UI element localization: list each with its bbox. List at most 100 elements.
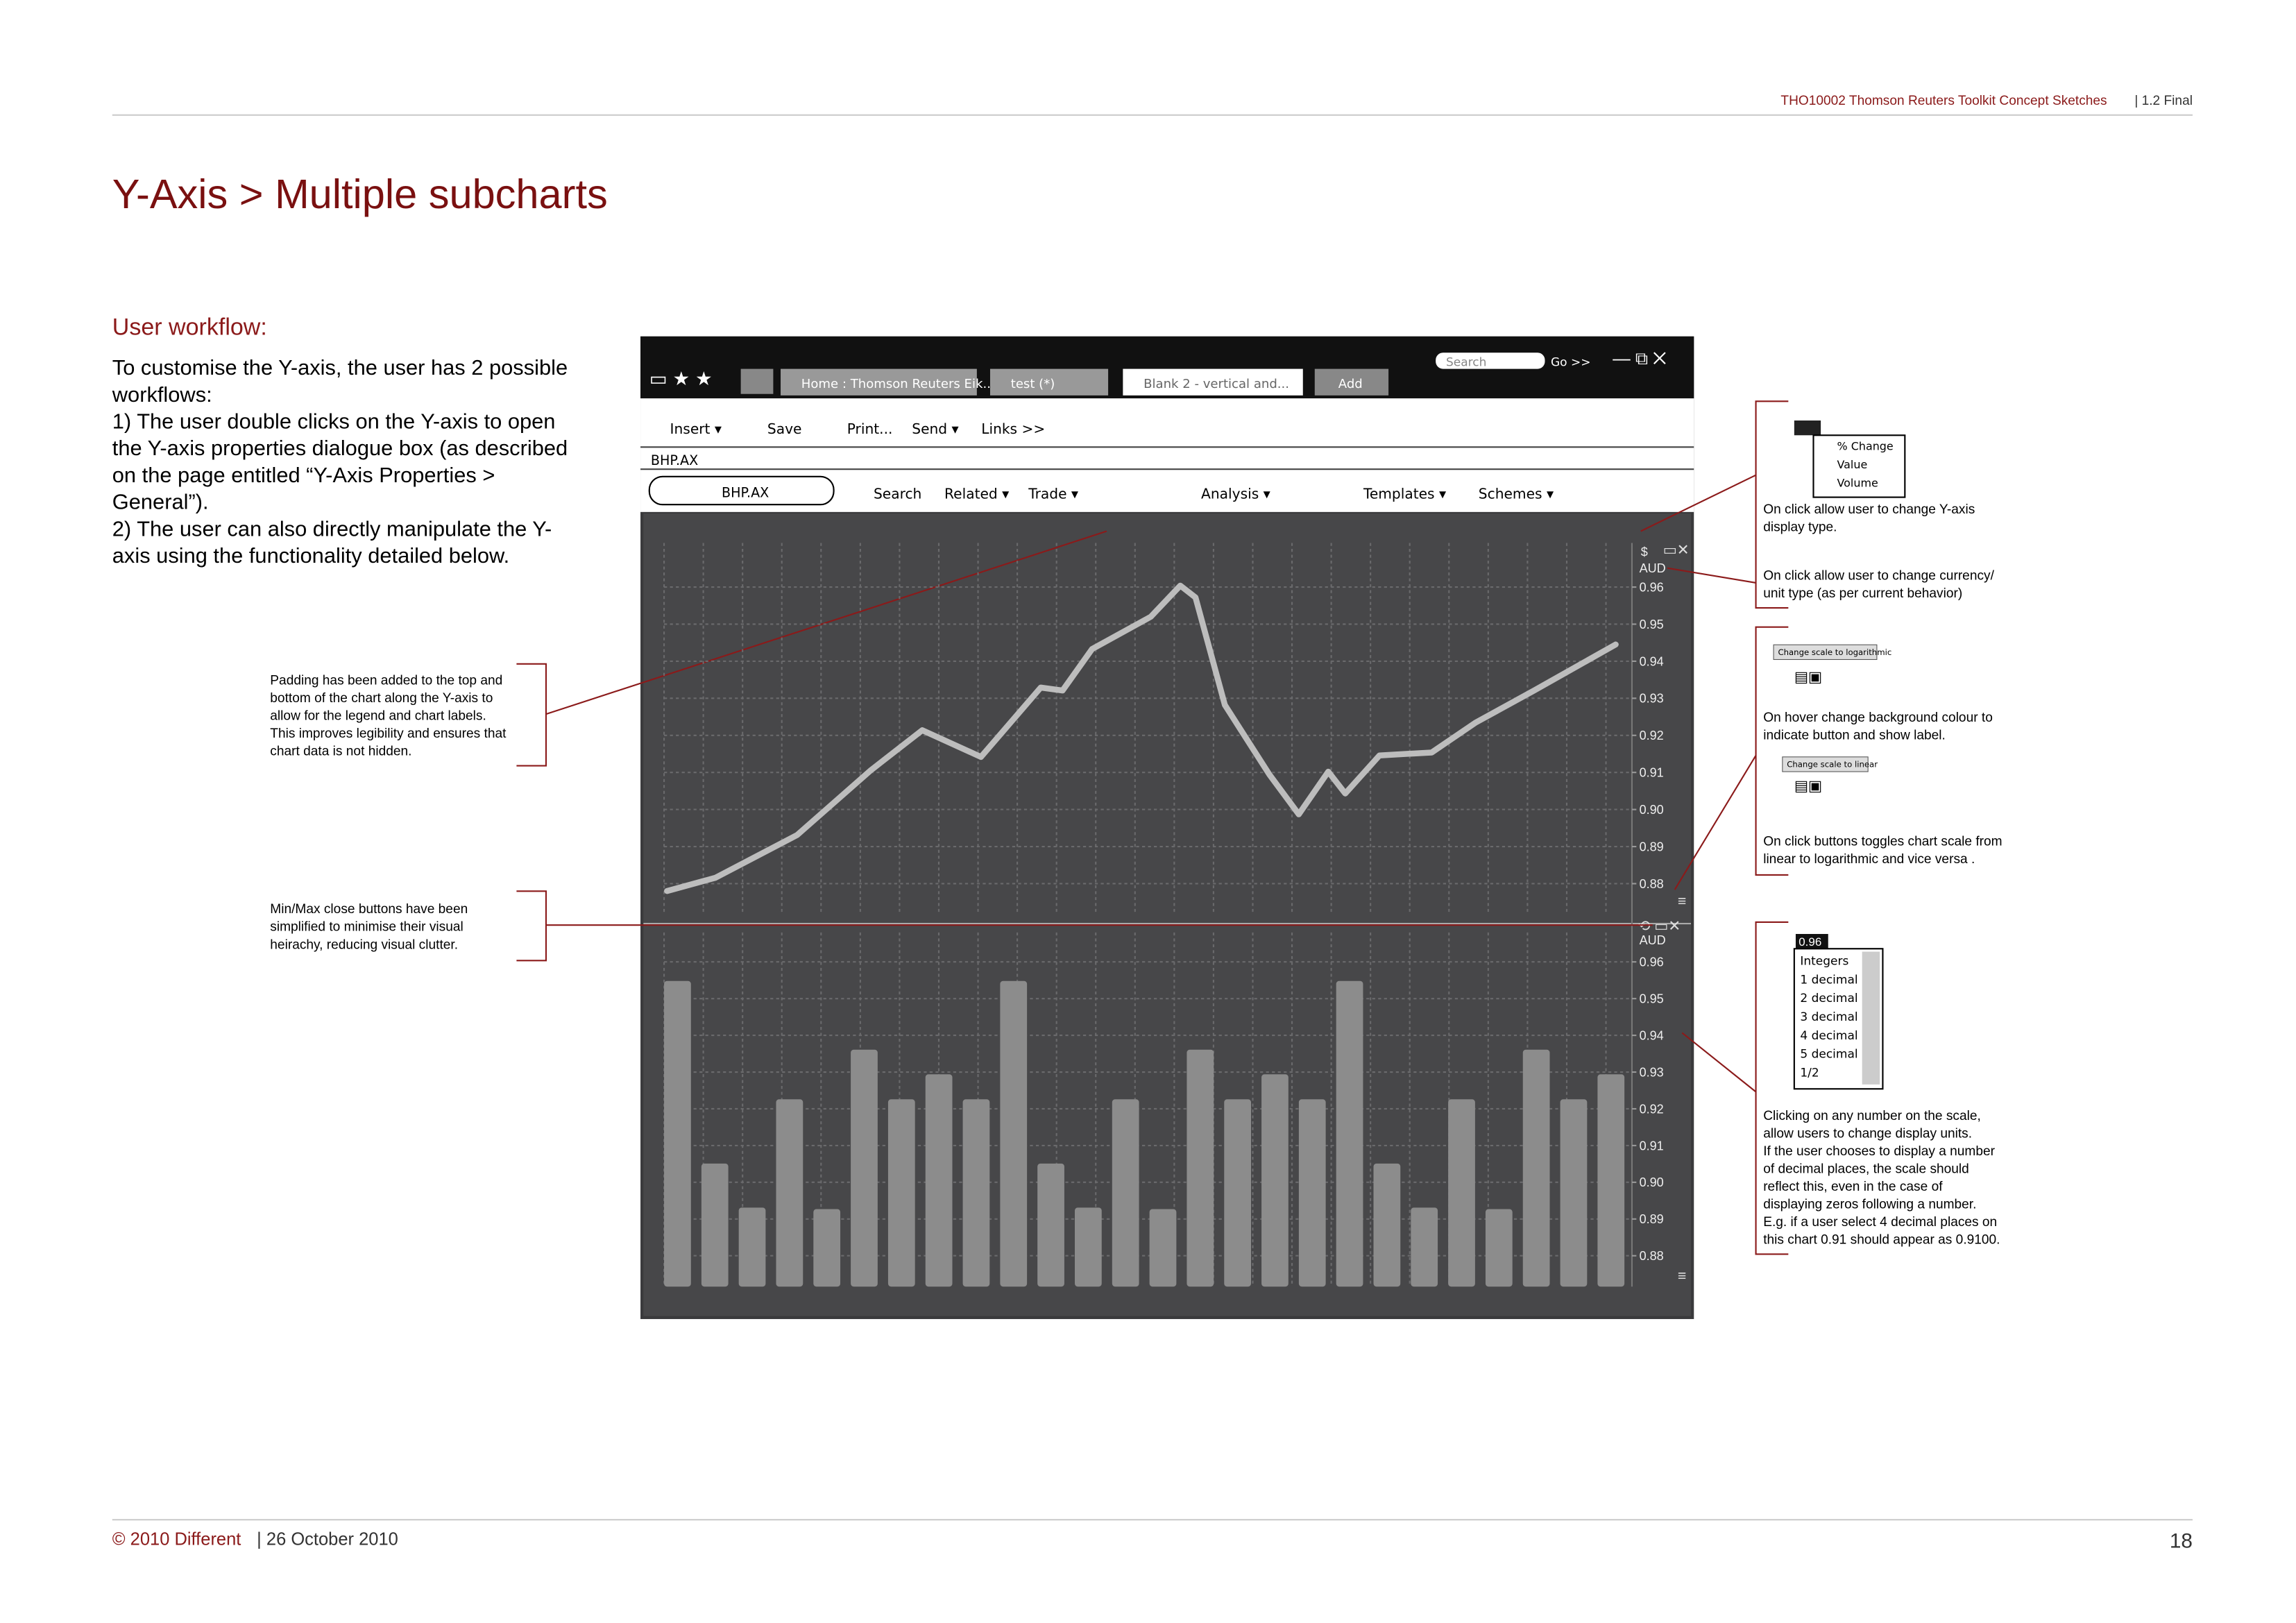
y-tick-label[interactable]: 0.90 [1640,803,1664,817]
annotation-line: reflect this, even in the case of [1763,1180,1943,1194]
workflow-line: on the page entitled “Y-Axis Properties … [112,463,495,487]
y-tick-label[interactable]: 0.96 [1640,955,1664,969]
y-tick-label[interactable]: 0.92 [1640,729,1664,742]
annotation-line: of decimal places, the scale should [1763,1162,1969,1176]
tool-item[interactable]: Related ▾ [944,486,1010,502]
annotation-line: simplified to minimise their visual [270,920,463,935]
decimal-item[interactable]: 1 decimal [1800,973,1857,987]
type-menu-item[interactable]: % Change [1837,440,1894,453]
y-tick-label[interactable]: 0.93 [1640,1065,1664,1079]
bar [851,1049,878,1287]
workflow-line: the Y-axis properties dialogue box (as d… [112,436,568,460]
y-tick-label[interactable]: 0.94 [1640,654,1664,668]
decimal-item[interactable]: 3 decimal [1800,1010,1857,1024]
y-tick-label[interactable]: 0.88 [1640,877,1664,891]
app-icons: ▭ ★ ★ [649,368,713,389]
decimal-item[interactable]: 5 decimal [1800,1048,1857,1062]
y-tick-label[interactable]: 0.95 [1640,618,1664,631]
menu-item[interactable]: Links >> [981,420,1045,437]
decimal-title-bg [1795,933,1828,949]
subchart-buttons[interactable]: ▭✕ [1663,542,1690,559]
tool-item[interactable]: Trade ▾ [1028,486,1079,502]
type-icons[interactable] [1794,420,1821,436]
bar [738,1207,766,1287]
menu-item[interactable]: Save [767,420,802,437]
bar [1485,1209,1513,1287]
tab-dropdown[interactable] [740,368,774,394]
tab[interactable] [1123,368,1303,396]
tab[interactable] [781,368,977,396]
menu-item[interactable]: Send ▾ [912,420,959,437]
search-placeholder: Search [1446,355,1486,369]
symbol-box[interactable] [648,475,835,506]
tab-label: Home : Thomson Reuters Eik.. [801,377,991,391]
y-tick-label[interactable]: 0.88 [1640,1249,1664,1263]
bar [1448,1099,1475,1287]
scale-buttons[interactable]: ▤▣ [1794,778,1822,794]
tab-label: Blank 2 - vertical and... [1143,377,1289,391]
y-tick-label[interactable]: 0.89 [1640,1212,1664,1226]
menu-item[interactable]: Print... [847,420,893,437]
y-tick-label[interactable]: 0.91 [1640,1139,1664,1153]
bar [1336,980,1363,1287]
tool-item[interactable]: Schemes ▾ [1479,486,1554,502]
y-tick-label[interactable]: 0.93 [1640,692,1664,706]
bar [776,1099,803,1287]
bar [664,980,691,1287]
bar [1149,1209,1177,1287]
menu-item[interactable]: Insert ▾ [670,420,722,437]
go-button[interactable]: Go >> [1551,355,1590,369]
y-tick-label[interactable]: 0.96 [1640,580,1664,594]
tool-item[interactable]: Templates ▾ [1363,486,1447,502]
workflow-line: General”). [112,490,209,514]
bar [962,1099,990,1287]
tab[interactable] [1314,368,1389,396]
subchart-buttons[interactable]: ⟲ ▭✕ [1638,918,1681,935]
workflow-line: 1) The user double clicks on the Y-axis … [112,409,556,433]
bar [1224,1099,1251,1287]
y-tick-label[interactable]: 0.90 [1640,1175,1664,1189]
bar [925,1074,953,1287]
currency-label[interactable]: $ [1641,545,1648,559]
workflow-line: To customise the Y-axis, the user has 2 … [112,355,568,380]
unit-label[interactable]: AUD [1640,561,1666,575]
workflow-line: axis using the functionality detailed be… [112,543,509,568]
type-menu-item[interactable]: Volume [1837,477,1878,490]
footer-date: | 26 October 2010 [257,1529,398,1549]
doc-version: | 1.2 Final [2134,94,2193,108]
decimal-item[interactable]: Integers [1800,955,1848,969]
annotation-line: On click allow user to change Y-axis [1763,502,1975,517]
annotation-line: This improves legibility and ensures tha… [270,726,507,741]
bar [1298,1099,1326,1287]
tab-label: test (*) [1011,377,1055,391]
window-controls[interactable]: — ⧉ ✕ [1613,349,1666,368]
y-tick-label[interactable]: 0.94 [1640,1028,1664,1042]
scale-menu-icon[interactable]: ≡ [1678,1268,1686,1284]
workflow-line: workflows: [112,382,212,407]
annotation-line: Clicking on any number on the scale, [1763,1109,1981,1123]
unit-label[interactable]: AUD [1640,933,1666,947]
annotation-line: Min/Max close buttons have been [270,902,468,917]
bar [1522,1049,1550,1287]
bar [1597,1074,1625,1287]
bar [813,1209,841,1287]
scale-buttons[interactable]: ▤▣ [1794,668,1822,685]
annotation-line: display type. [1763,520,1837,534]
scale-menu-icon[interactable]: ≡ [1678,893,1686,910]
tool-item[interactable]: Search [874,486,921,502]
y-tick-label[interactable]: 0.91 [1640,766,1664,780]
annotation-line: chart data is not hidden. [270,745,411,759]
tab-label: Add [1338,377,1363,391]
decimal-item[interactable]: 2 decimal [1800,992,1857,1005]
tool-item[interactable]: Analysis ▾ [1201,486,1271,502]
bar [887,1099,915,1287]
type-menu-item[interactable]: Value [1837,458,1868,471]
decimal-item[interactable]: 4 decimal [1800,1029,1857,1043]
decimal-item[interactable]: 1/2 [1800,1066,1819,1080]
y-tick-label[interactable]: 0.89 [1640,840,1664,853]
search-box[interactable] [1436,352,1545,369]
tab[interactable] [989,368,1109,396]
decimal-title: 0.96 [1798,935,1821,949]
y-tick-label[interactable]: 0.92 [1640,1102,1664,1116]
y-tick-label[interactable]: 0.95 [1640,992,1664,1006]
